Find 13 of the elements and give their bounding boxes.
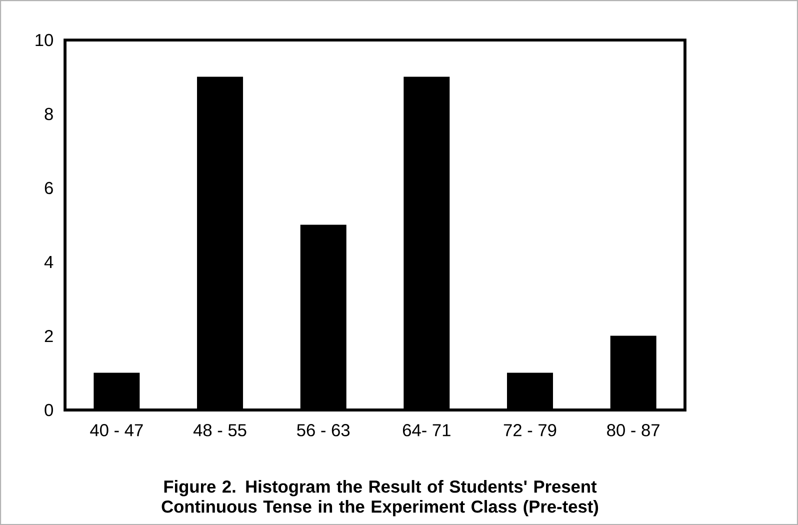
text: Figure 2. Histogram the Result of Students' Present Continuous Tense in the Experiment Class (Pre-test) [162,480,598,516]
y-tick-label: 4 [44,256,54,268]
x-tick-label: 48 - 55 [193,424,246,436]
y-tick-label: 0 [44,404,53,416]
y-tick-label: 2 [44,330,53,342]
y-tick-label: 10 [36,34,53,46]
x-tick-label: 64- 71 [402,424,450,436]
x-tick-label: 80 - 87 [607,424,660,436]
x-tick-label: 40 - 47 [90,424,143,436]
y-tick-label: 6 [44,182,53,194]
x-tick-label: 56 - 63 [297,424,350,436]
y-tick-label: 8 [44,108,53,120]
x-tick-label: 72 - 79 [504,424,556,436]
